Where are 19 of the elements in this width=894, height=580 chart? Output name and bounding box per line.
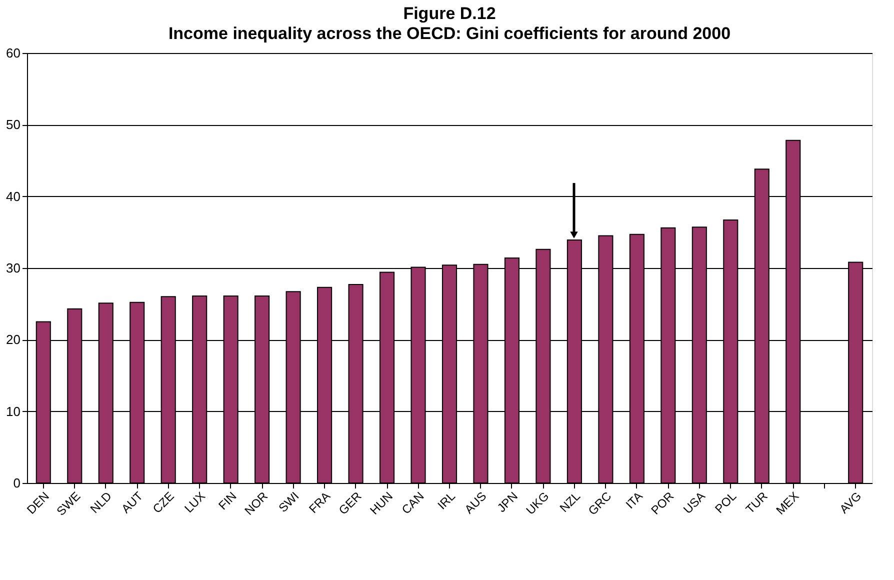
chart-subtitle: Income inequality across the OECD: Gini coefficients for around 2000: [168, 24, 731, 43]
x-tick-label: POL: [712, 488, 740, 516]
y-tick-label: 0: [13, 476, 20, 490]
y-tick-label: 40: [6, 188, 20, 204]
x-tick-label: USA: [680, 489, 708, 516]
x-tick-label: TUR: [743, 488, 771, 516]
y-tick-label: 30: [6, 260, 20, 276]
x-tick-label: NLD: [87, 488, 115, 516]
x-tick-label: SWI: [276, 489, 302, 516]
x-tick-label: ITA: [622, 489, 646, 512]
y-tick-label: 60: [6, 46, 20, 60]
y-tick-label: 20: [6, 332, 20, 348]
x-tick-label: IRL: [434, 488, 458, 512]
x-tick-label: FIN: [216, 489, 240, 513]
y-tick-label: 10: [6, 404, 20, 419]
x-tick-label: FRA: [306, 489, 334, 516]
x-tick-label: NZL: [557, 488, 584, 516]
chart-title: Figure D.12: [403, 4, 496, 23]
y-tick-label: 50: [6, 117, 20, 132]
